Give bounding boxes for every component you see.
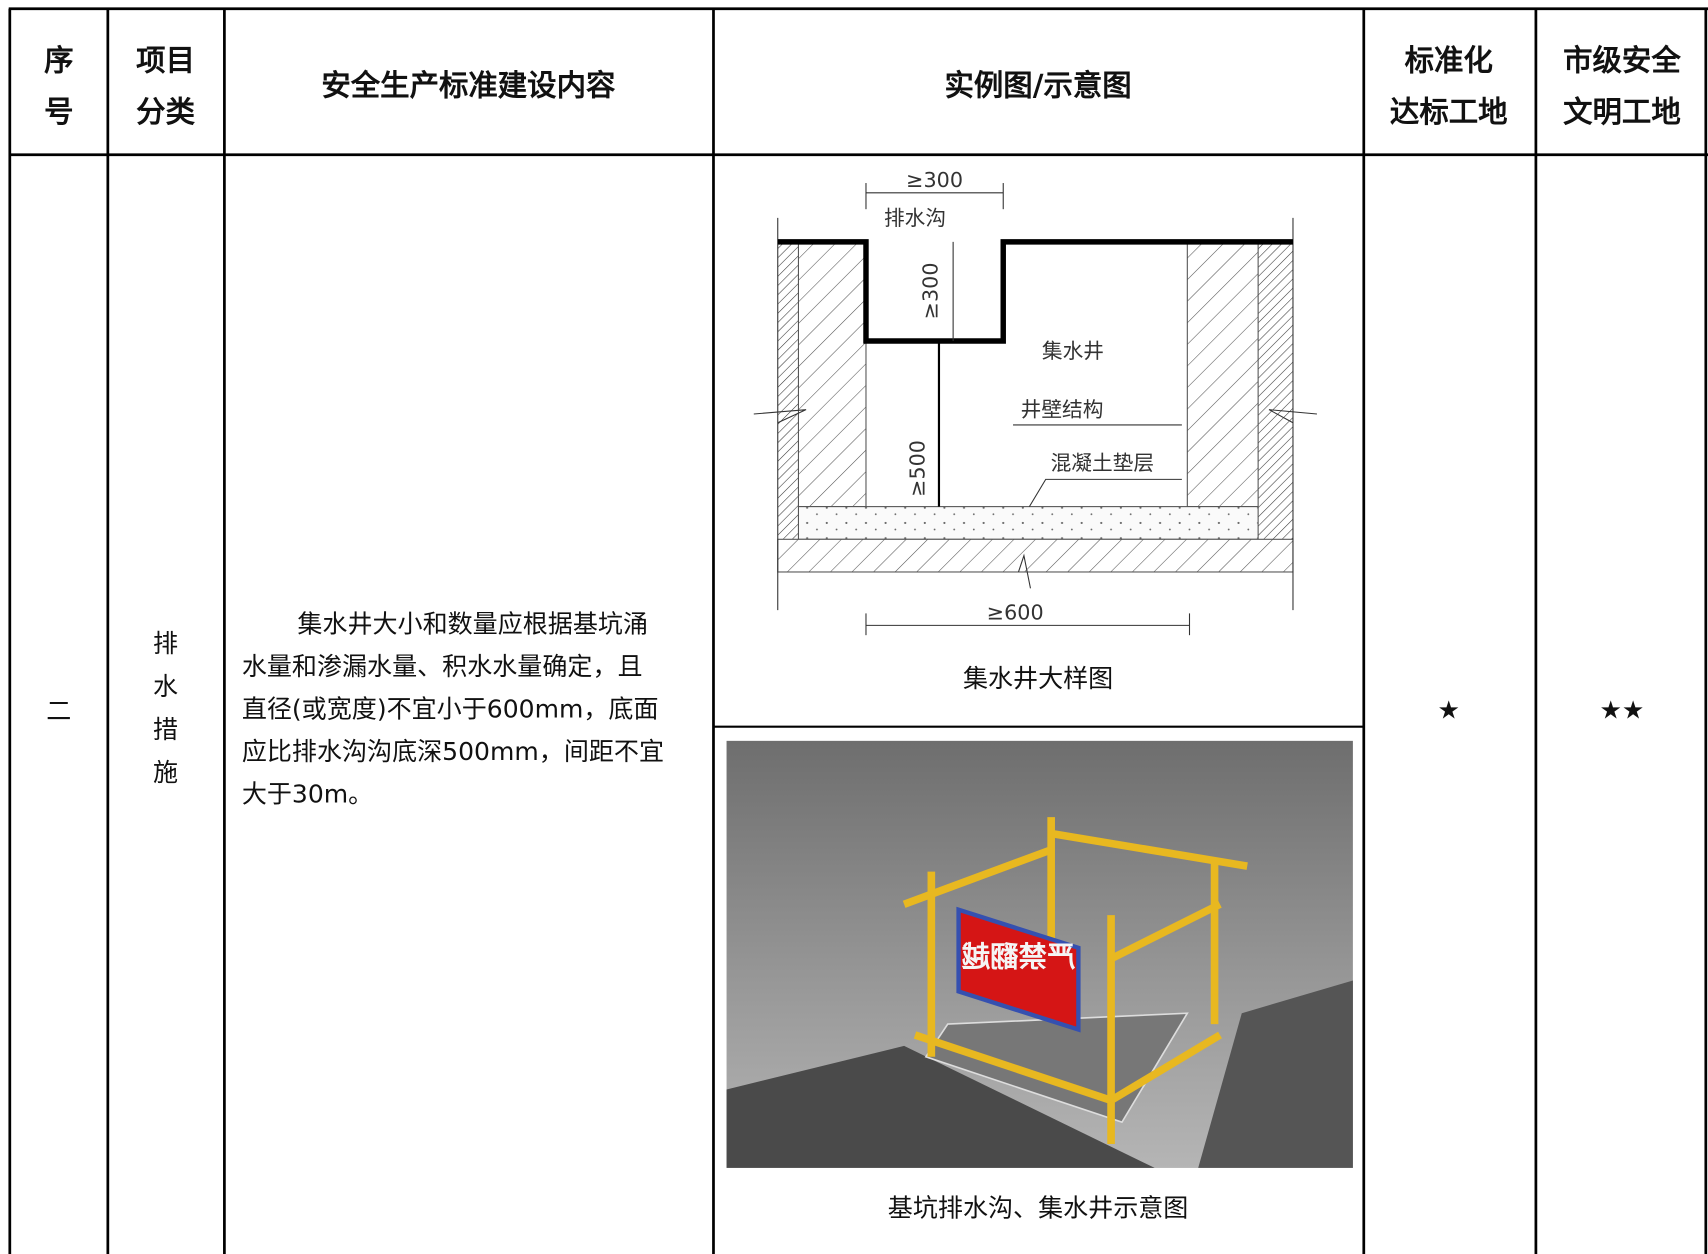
content-line: 水量和渗漏水量、积水水量确定，且: [242, 652, 643, 681]
diagram-label: ≥600: [987, 600, 1044, 624]
break: [1268, 409, 1317, 424]
row-index: 二: [46, 697, 71, 726]
break: [753, 409, 807, 424]
slab: [777, 538, 1294, 573]
header-text: 标准化: [1405, 44, 1493, 78]
category-char: 措: [153, 715, 178, 744]
header-text: 安全生产标准建设内容: [321, 69, 616, 103]
trench: [726, 1045, 1155, 1168]
header-text: 实例图/示意图: [945, 69, 1132, 103]
cushion: [797, 506, 1259, 540]
diagram-label: 井壁结构: [1021, 398, 1104, 422]
star-rating: ★: [1438, 695, 1460, 724]
diagram-label: ≥300: [906, 168, 963, 192]
trench-line: [777, 239, 1293, 344]
wall: [1186, 241, 1259, 508]
sign-text: 严禁翻越: [961, 941, 1075, 974]
rail: [1050, 829, 1248, 870]
header-text: 文明工地: [1563, 95, 1681, 129]
leader: [1028, 478, 1182, 507]
diagram-label: 集水井: [1042, 339, 1104, 363]
diagram-label: ≥300: [918, 262, 942, 319]
rail: [1109, 1031, 1222, 1104]
guard-frame: [902, 817, 1248, 1144]
diagram-label: 排水沟: [884, 206, 946, 230]
figure-caption: 集水井大样图: [963, 664, 1113, 693]
diagram: ≥300 排水沟 ≥300 集水井 井壁结构 混凝土垫层 ≥500 ≥600: [753, 168, 1317, 636]
header-text: 分类: [136, 95, 195, 129]
header: 序 号 项目 分类 安全生产标准建设内容 实例图/示意图 标准化 达标工地 市级…: [44, 44, 1681, 129]
star-rating: ★★: [1599, 695, 1644, 724]
rail: [913, 1031, 1113, 1104]
category-char: 施: [153, 758, 178, 787]
rail: [1109, 900, 1222, 963]
content-line: 大于30m。: [242, 779, 373, 808]
break: [1017, 553, 1031, 589]
warning-sign: [956, 906, 1081, 1033]
soil: [777, 241, 799, 572]
trench: [1198, 980, 1353, 1168]
category-char: 水: [153, 672, 178, 701]
content-line: 集水井大小和数量应根据基坑涌: [297, 609, 648, 638]
soil: [1258, 241, 1293, 572]
rail: [902, 846, 1053, 908]
header-text: 序: [44, 44, 73, 78]
table-lines: [8, 7, 1708, 1254]
header-text: 达标工地: [1390, 95, 1508, 129]
content-line: 直径(或宽度)不宜小于600mm，底面: [242, 694, 659, 723]
wall: [797, 241, 867, 508]
photo: 严禁翻越: [726, 740, 1353, 1168]
row-category: 排水措施: [153, 629, 178, 787]
row: 二 排水措施 集水井大小和数量应根据基坑涌 水量和渗漏水量、积水水量确定，且 直…: [46, 609, 1644, 808]
header-text: 项目: [136, 44, 195, 78]
content-line: 应比排水沟沟底深500mm，间距不宜: [242, 737, 664, 766]
header-text: 市级安全: [1563, 44, 1681, 78]
diagram-label: ≥500: [905, 440, 929, 497]
figure-caption: 基坑排水沟、集水井示意图: [888, 1193, 1189, 1222]
header-text: 号: [44, 95, 73, 129]
diagram-label: 混凝土垫层: [1051, 451, 1154, 475]
category-char: 排: [153, 629, 178, 658]
